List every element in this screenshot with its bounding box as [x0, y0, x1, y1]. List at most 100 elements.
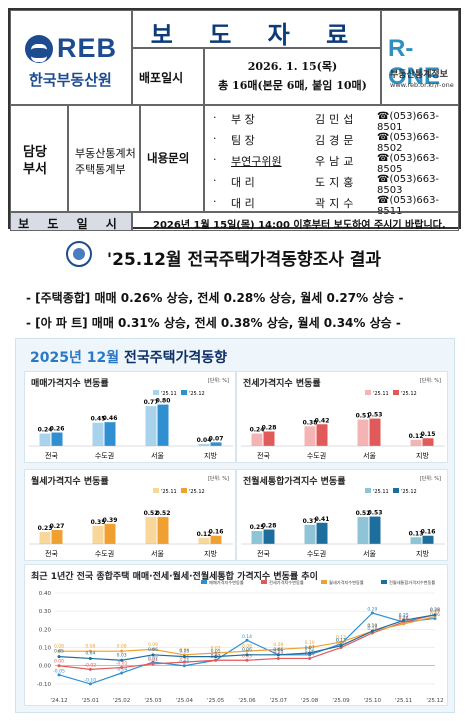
legend-swatch	[393, 390, 399, 395]
reb-logo-cell: REB 한국부동산원	[10, 10, 132, 105]
point-label: 0.06	[273, 648, 283, 654]
point-label: 0.19	[367, 624, 377, 630]
bar-value-label: 0.16	[209, 529, 224, 536]
dist-pages: 총 16매(본문 6매, 붙임 10매)	[218, 79, 367, 92]
contact-row: · 대 리 도지홍 ☎(053)663-8503	[205, 170, 460, 196]
category-label: 지방	[204, 451, 217, 460]
contact-name: 도지홍	[315, 176, 358, 189]
series-point	[308, 646, 312, 650]
bar-value-label: 0.07	[209, 435, 224, 442]
dept-name: 부동산통계처 주택통계부	[75, 147, 136, 176]
category-label: 수도권	[95, 550, 114, 558]
series-point	[151, 653, 155, 657]
bar-chart-title: 전월세통합가격지수 변동률	[243, 477, 346, 487]
x-tick-label: '25.03	[144, 698, 162, 704]
dist-label: 배포일시	[139, 71, 184, 85]
bar	[422, 535, 434, 544]
point-label: 0.27	[430, 609, 440, 615]
category-label: 지방	[204, 549, 217, 558]
summary-line-1: - [주택종합] 매매 0.26% 상승, 전세 0.28% 상승, 월세 0.…	[26, 291, 404, 305]
series-point	[182, 655, 186, 659]
bar-value-label: 0.13	[409, 530, 424, 537]
category-label: 수도권	[307, 452, 326, 460]
series-point	[370, 629, 374, 633]
series-point	[276, 653, 280, 657]
bar-value-label: 0.27	[50, 523, 65, 530]
bar-chart-unit: [단위: %]	[207, 378, 229, 384]
series-point	[120, 666, 124, 670]
org-name: 한국부동산원	[29, 71, 112, 89]
bar	[210, 442, 222, 446]
bar-value-label: 0.15	[421, 431, 436, 438]
bar	[51, 432, 63, 446]
x-tick-label: '25.11	[395, 698, 412, 704]
point-label: 0.14	[242, 634, 252, 640]
series-point	[245, 658, 249, 662]
series-point	[214, 651, 218, 655]
y-tick-label: 0.10	[39, 646, 52, 652]
legend-swatch	[181, 390, 187, 395]
point-label: 0.06	[148, 647, 158, 653]
release-text: 2026년 1월 15일(목) 14:00 이후부터 보도하여 주시기 바랍니다…	[153, 220, 446, 231]
contact-phone: ☎(053)663-8501	[377, 111, 440, 133]
y-tick-label: -0.10	[37, 682, 52, 688]
bar	[357, 419, 369, 446]
contact-phone: ☎(053)663-8503	[377, 174, 440, 196]
category-label: 서울	[151, 451, 164, 460]
rone-url: www.reb.or.kr/r-one	[390, 81, 454, 89]
contact-name: 곽지수	[315, 197, 358, 210]
series-point	[276, 656, 280, 660]
x-tick-label: '25.08	[301, 698, 319, 704]
legend-label: '25.11	[161, 391, 177, 397]
press-release-header: REB 한국부동산원 보 도 자 료 배포일시 2026. 1. 15(목) 총…	[8, 8, 461, 231]
bar-value-label: 0.24	[38, 427, 53, 434]
point-label: 0.08	[242, 644, 252, 650]
bar	[92, 422, 104, 446]
panel-title-prefix: 2025년 12월	[30, 350, 120, 366]
category-label: 서울	[363, 549, 376, 558]
x-tick-label: '25.06	[238, 698, 256, 704]
point-label: 0.08	[117, 644, 127, 650]
bar	[198, 537, 210, 544]
contact-role: 팀 장	[231, 134, 255, 147]
bar	[157, 404, 169, 446]
rone-logo: R-ONE	[388, 35, 441, 90]
contact-name: 김민섭	[315, 113, 358, 126]
point-label: 0.08	[54, 644, 64, 650]
inquiry-label: 내용문의	[147, 151, 190, 165]
category-label: 지방	[416, 451, 429, 460]
bar	[251, 433, 263, 446]
point-label: 0.09	[148, 642, 158, 648]
point-label: 0.10	[305, 640, 315, 646]
dist-label-cell: 배포일시	[132, 48, 204, 105]
bar-chart-card: 전월세통합가격지수 변동률 [단위: %] '25.11 '25.12 0.25 0.28…	[236, 469, 448, 561]
series-point	[402, 618, 406, 622]
point-label: 0.09	[273, 642, 283, 648]
legend-swatch	[381, 580, 387, 584]
contact-bullet: ·	[213, 174, 217, 187]
contact-phone: ☎(053)663-8502	[377, 132, 440, 154]
contact-row: · 부연구위원 우남교 ☎(053)663-8505	[205, 149, 460, 175]
reb-logo: REB	[25, 33, 117, 64]
bar	[304, 524, 316, 544]
point-label: -0.10	[85, 677, 97, 683]
contact-role: 대 리	[231, 197, 255, 210]
trend-card: 최근 1년간 전국 종합주택 매매·전세·월세·전월세통합 가격지수 변동률 추…	[24, 564, 448, 706]
bar-value-label: 0.26	[50, 426, 65, 433]
dept-cell: 부동산통계처 주택통계부	[68, 105, 140, 212]
bar-value-label: 0.39	[103, 517, 118, 524]
category-label: 전국	[45, 549, 58, 558]
bar-value-label: 0.42	[315, 417, 330, 424]
bar-value-label: 0.28	[262, 523, 277, 530]
bar-value-label: 0.77	[144, 399, 159, 406]
series-point	[88, 682, 92, 686]
contact-name: 우남교	[315, 155, 358, 168]
category-label: 서울	[363, 451, 376, 460]
point-label: 0.05	[54, 649, 64, 655]
bar	[263, 431, 275, 446]
point-label: -0.04	[116, 667, 128, 673]
contact-bullet: ·	[213, 153, 217, 166]
legend-swatch	[201, 580, 207, 584]
contact-bullet: ·	[213, 111, 217, 124]
series-point	[151, 662, 155, 666]
